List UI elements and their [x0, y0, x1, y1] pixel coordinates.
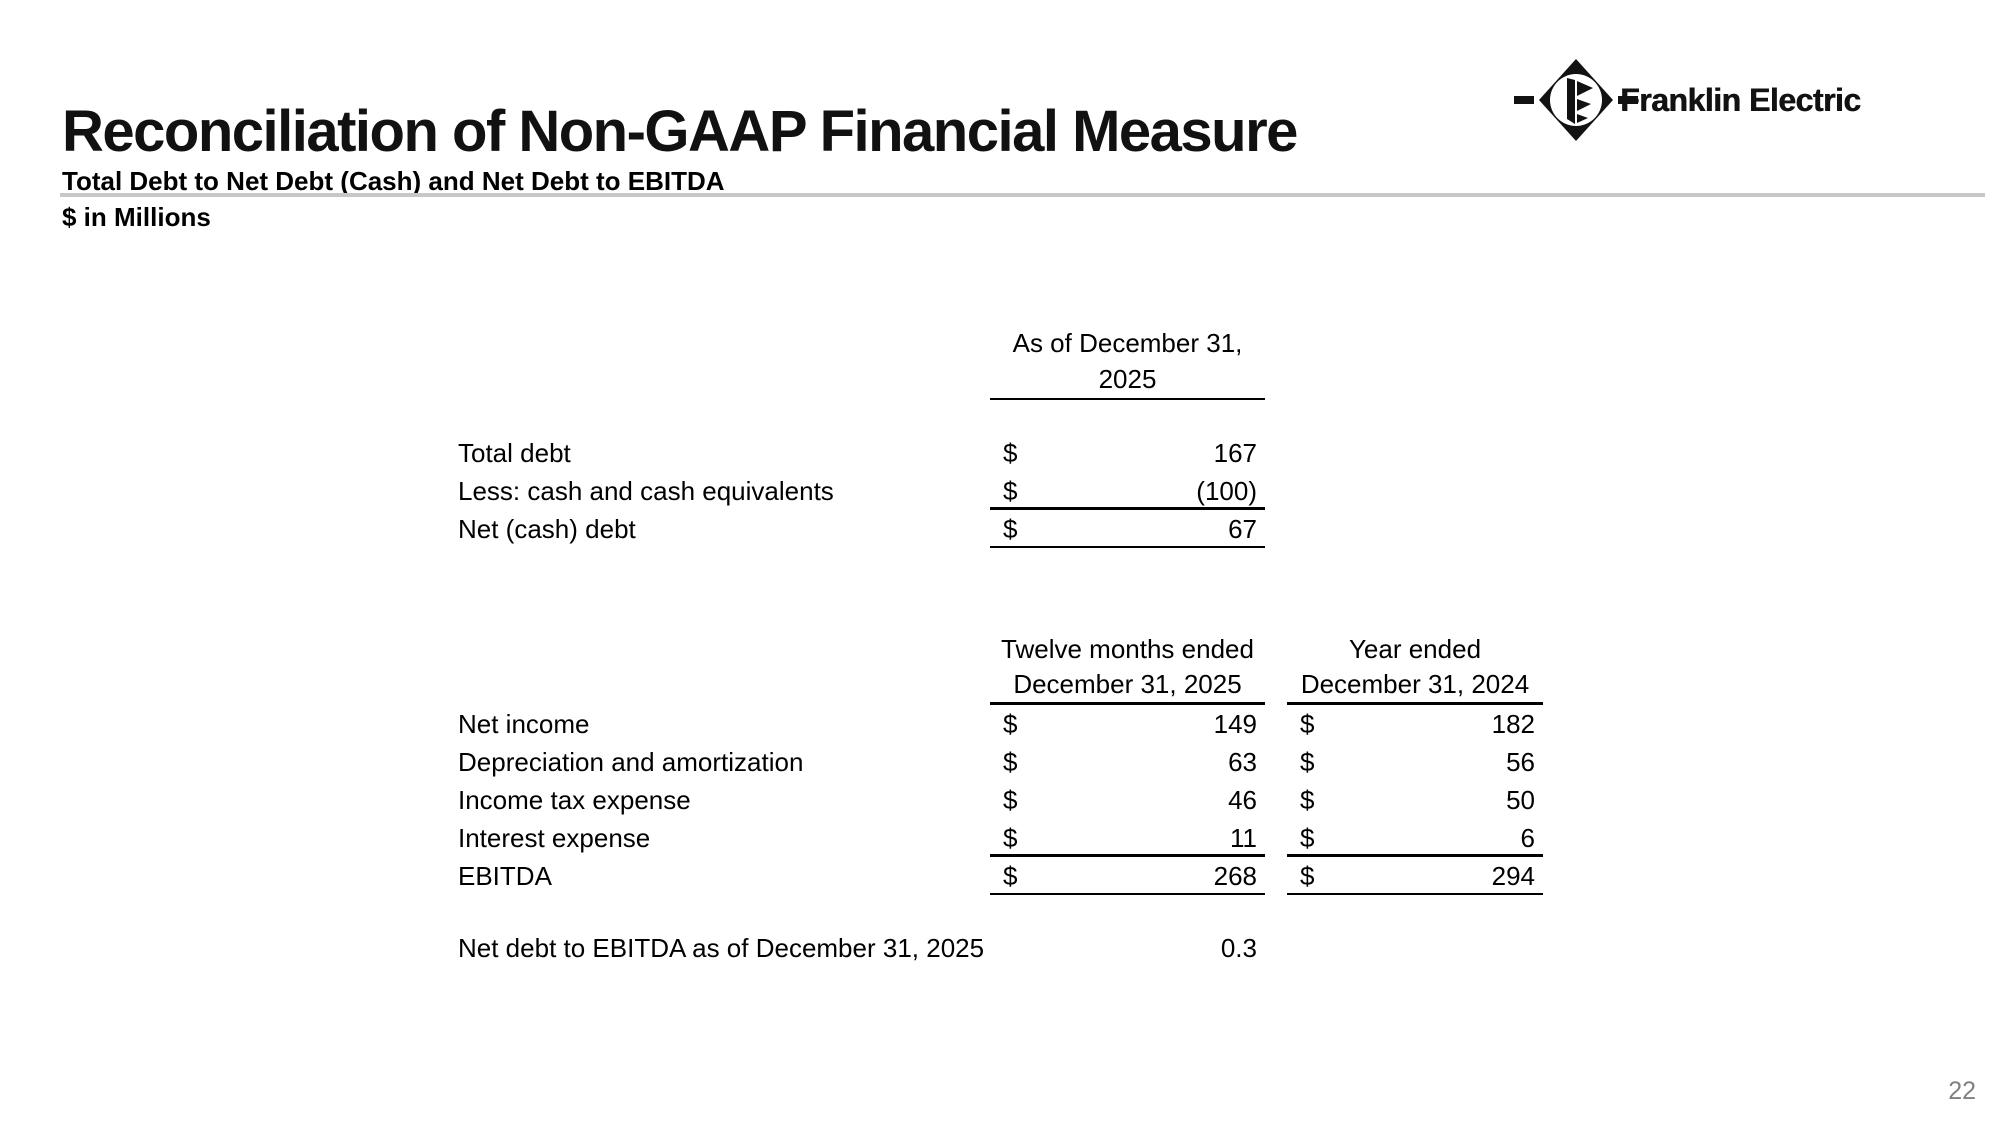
- ratio-value: 0.3: [1220, 933, 1257, 963]
- currency-symbol: $: [1003, 823, 1018, 853]
- ebitda-table-header-2024: Year ended December 31, 2024: [1287, 632, 1543, 705]
- row-value: 11: [1230, 823, 1257, 853]
- table-row: Interest expense $ 11 $ 6: [458, 819, 1548, 857]
- table-row: Total debt $ 167: [458, 434, 1268, 472]
- currency-symbol: $: [1003, 785, 1018, 815]
- row-value: 67: [1228, 514, 1257, 544]
- row-label: Total debt: [458, 438, 571, 468]
- ebitda-header2-line2: December 31, 2024: [1300, 669, 1530, 699]
- logo-wordmark: Franklin Electric: [1620, 82, 1861, 118]
- row-value: 46: [1228, 785, 1257, 815]
- row-value-cell: $ (100): [990, 472, 1265, 510]
- row-label: Interest expense: [458, 823, 651, 853]
- row-value-cell: $ 167: [990, 434, 1265, 472]
- currency-symbol: $: [1003, 476, 1018, 506]
- ebitda-header2-line1: Year ended: [1348, 634, 1482, 664]
- row-value-cell: $ 46: [990, 781, 1265, 819]
- table-row: Depreciation and amortization $ 63 $ 56: [458, 743, 1548, 781]
- ebitda-header1-line2: December 31, 2025: [1013, 669, 1242, 699]
- page-subtitle: Total Debt to Net Debt (Cash) and Net De…: [62, 166, 725, 196]
- row-value-cell: $ 11: [990, 819, 1265, 857]
- currency-symbol: $: [1003, 514, 1018, 544]
- row-value-cell: $ 56: [1287, 743, 1543, 781]
- net-debt-table: Total debt $ 167 Less: cash and cash equ…: [458, 434, 1268, 548]
- ebitda-header1-line1: Twelve months ended: [1001, 634, 1254, 664]
- currency-symbol: $: [1003, 747, 1018, 777]
- franklin-electric-diamond-icon: [1514, 58, 1638, 142]
- row-value: 149: [1213, 709, 1257, 739]
- row-label: Net (cash) debt: [458, 514, 636, 544]
- page-title: Reconciliation of Non-GAAP Financial Mea…: [62, 99, 1298, 164]
- row-value-cell: $ 149: [990, 705, 1265, 743]
- net-debt-header-line2: 2025: [1098, 364, 1157, 394]
- page-number: 22: [1948, 1077, 1976, 1105]
- ebitda-table-header-2025: Twelve months ended December 31, 2025: [990, 632, 1265, 705]
- row-value: 167: [1213, 438, 1257, 468]
- ratio-label: Net debt to EBITDA as of December 31, 20…: [458, 933, 985, 963]
- currency-symbol: $: [1003, 438, 1018, 468]
- ebitda-table: Net income $ 149 $ 182 Depreciation and …: [458, 705, 1548, 895]
- row-value: 294: [1491, 861, 1535, 891]
- row-value-cell: $ 50: [1287, 781, 1543, 819]
- currency-symbol: $: [1003, 709, 1018, 739]
- net-debt-table-header: As of December 31, 2025: [990, 325, 1265, 400]
- row-value: 50: [1506, 785, 1535, 815]
- row-value: 6: [1520, 823, 1535, 853]
- row-label: Less: cash and cash equivalents: [458, 476, 834, 506]
- row-value: 56: [1506, 747, 1535, 777]
- currency-symbol: $: [1300, 709, 1315, 739]
- row-value: (100): [1196, 476, 1257, 506]
- row-value: 63: [1228, 747, 1257, 777]
- currency-symbol: $: [1300, 747, 1315, 777]
- currency-symbol: $: [1300, 823, 1315, 853]
- row-label: EBITDA: [458, 861, 552, 891]
- row-value: 182: [1491, 709, 1535, 739]
- currency-symbol: $: [1300, 785, 1315, 815]
- row-value: 268: [1213, 861, 1257, 891]
- table-row: Less: cash and cash equivalents $ (100): [458, 472, 1268, 510]
- row-label: Depreciation and amortization: [458, 747, 804, 777]
- header-divider: [60, 193, 1985, 197]
- currency-symbol: $: [1003, 861, 1018, 891]
- row-label: Net income: [458, 709, 590, 739]
- row-value-cell: $ 268: [990, 857, 1265, 895]
- units-note: $ in Millions: [62, 202, 211, 232]
- net-debt-header-line1: As of December 31,: [1012, 328, 1243, 358]
- row-value-cell: $ 63: [990, 743, 1265, 781]
- row-value-cell: $ 67: [990, 510, 1265, 548]
- table-row: Income tax expense $ 46 $ 50: [458, 781, 1548, 819]
- table-row: Net income $ 149 $ 182: [458, 705, 1548, 743]
- row-value-cell: $ 6: [1287, 819, 1543, 857]
- table-row: EBITDA $ 268 $ 294: [458, 857, 1548, 895]
- net-debt-to-ebitda-row: Net debt to EBITDA as of December 31, 20…: [458, 929, 1268, 967]
- row-value-cell: $ 294: [1287, 857, 1543, 895]
- row-value-cell: $ 182: [1287, 705, 1543, 743]
- table-row: Net (cash) debt $ 67: [458, 510, 1268, 548]
- currency-symbol: $: [1300, 861, 1315, 891]
- row-label: Income tax expense: [458, 785, 691, 815]
